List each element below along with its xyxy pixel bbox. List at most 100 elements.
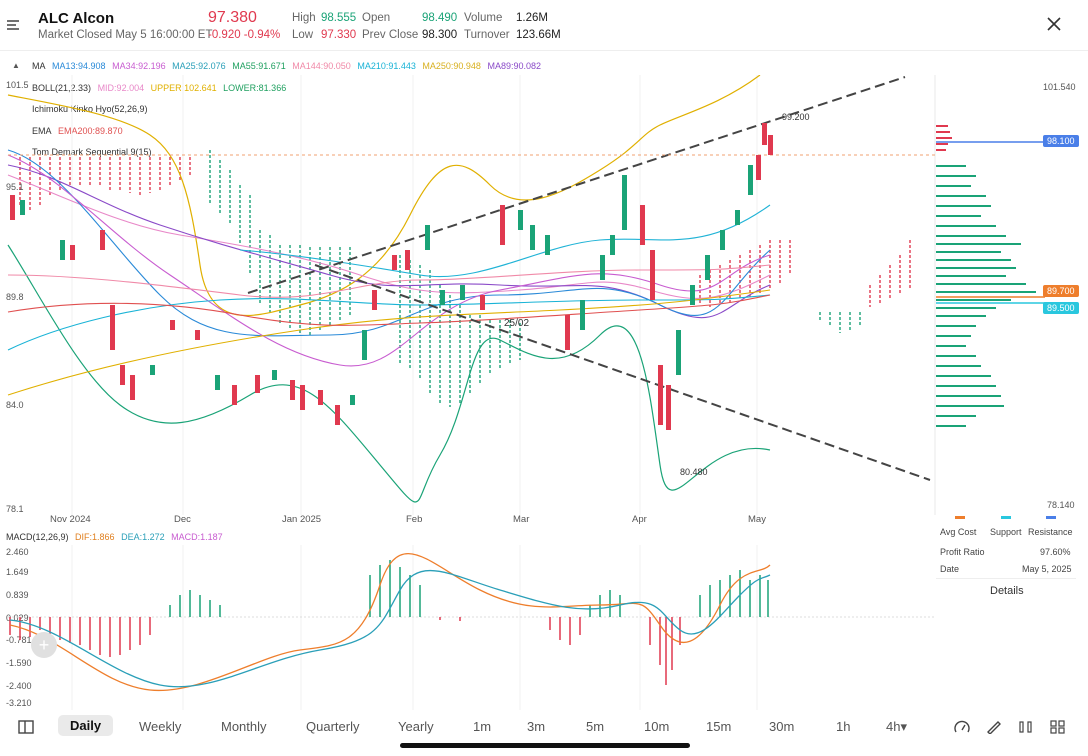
- profit-ratio-value: 97.60%: [1040, 547, 1071, 557]
- layout-icon[interactable]: [18, 720, 34, 739]
- macd-tick: 2.460: [6, 547, 29, 557]
- close-icon[interactable]: [1046, 16, 1062, 32]
- tab-5m[interactable]: 5m: [586, 719, 605, 734]
- ma-line-7: [239, 204, 771, 278]
- ma-line-5: [7, 289, 771, 396]
- legend-avg-cost: Avg Cost: [940, 527, 977, 537]
- y-axis-bottom: 78.140: [1047, 500, 1075, 510]
- last-price: 97.380: [208, 9, 257, 26]
- tab-1h[interactable]: 1h: [836, 719, 851, 734]
- tab-4h[interactable]: 4h▾: [886, 719, 907, 734]
- draw-icon[interactable]: [986, 720, 1002, 739]
- boll-mid: [7, 174, 771, 299]
- x-label: May: [748, 514, 766, 525]
- symbol-name: ALC Alcon: [38, 10, 115, 27]
- prev-close-label: Prev Close: [362, 29, 419, 41]
- open-label: Open: [362, 12, 391, 24]
- ema-line: [7, 294, 771, 326]
- boll-legend[interactable]: BOLL(21,2.33) MID:92.004 UPPER:102.641 L…: [32, 83, 287, 93]
- high-annotation: 99.200: [782, 112, 810, 122]
- x-label: Apr: [632, 514, 647, 525]
- macd-histogram-green: [169, 560, 769, 617]
- low-label: Low: [292, 29, 314, 41]
- prev-close-value: 98.300: [422, 29, 458, 41]
- tab-10m[interactable]: 10m: [644, 719, 670, 734]
- header-divider: [0, 50, 1088, 51]
- y-left-5: 78.1: [6, 504, 24, 514]
- price-chart[interactable]: [0, 75, 1088, 515]
- volume-value: 1.26M: [516, 12, 548, 24]
- tab-quarterly[interactable]: Quarterly: [306, 719, 360, 734]
- macd-tick: -2.400: [6, 681, 32, 691]
- boll-lower: [7, 244, 771, 503]
- turnover-value: 123.66M: [516, 29, 561, 41]
- tab-15m[interactable]: 15m: [706, 719, 732, 734]
- trend-line-lower: [314, 264, 931, 481]
- macd-tick: 0.839: [6, 590, 29, 600]
- y-axis-top: 101.540: [1043, 82, 1076, 92]
- y-left-3: 89.8: [6, 292, 24, 302]
- x-label: Feb: [406, 514, 423, 525]
- macd-tick: 0.029: [6, 613, 29, 623]
- ma-line-2: [7, 149, 771, 337]
- y-left-1: 101.5: [6, 80, 29, 90]
- tab-yearly[interactable]: Yearly: [398, 719, 434, 734]
- tab-30m[interactable]: 30m: [769, 719, 795, 734]
- ichimoku-legend[interactable]: Ichimoku Kinko Hyo(52,26,9): [32, 104, 148, 114]
- home-indicator: [400, 743, 690, 748]
- x-label: Nov 2024: [50, 514, 91, 525]
- indicator-settings-icon[interactable]: [1018, 720, 1034, 739]
- timeframe-tabs: Daily Weekly Monthly Quarterly Yearly 1m…: [0, 712, 1088, 742]
- volume-profile: [936, 165, 1036, 427]
- tab-weekly[interactable]: Weekly: [139, 719, 182, 734]
- tab-1m[interactable]: 1m: [473, 719, 492, 734]
- x-label: Dec: [174, 514, 191, 525]
- high-value: 98.555: [321, 12, 357, 24]
- add-indicator-button[interactable]: +: [31, 632, 57, 658]
- macd-tick: -1.590: [6, 658, 32, 668]
- tab-3m[interactable]: 3m: [527, 719, 546, 734]
- collapse-icon[interactable]: ▲: [12, 61, 20, 70]
- menu-icon[interactable]: [6, 18, 20, 32]
- low-value: 97.330: [321, 29, 357, 41]
- volume-label: Volume: [464, 12, 503, 24]
- y-left-2: 95.1: [6, 182, 24, 192]
- open-value: 98.490: [422, 12, 458, 24]
- quote-header: ALC Alcon 97.380 Market Closed May 5 16:…: [0, 0, 1088, 50]
- legend-resistance: Resistance: [1028, 527, 1073, 537]
- ma-legend[interactable]: MA MA13:94.908 MA34:92.196 MA25:92.076 M…: [32, 61, 541, 71]
- boll-upper: [7, 75, 761, 317]
- avg-cost-tag: 89.700: [1043, 285, 1079, 297]
- market-status: Market Closed May 5 16:00:00 ET: [38, 29, 213, 41]
- resistance-swatch: [1046, 516, 1056, 519]
- tab-daily[interactable]: Daily: [58, 715, 114, 736]
- macd-tick: -3.210: [6, 698, 32, 708]
- macd-dea-line: [9, 569, 771, 688]
- turnover-label: Turnover: [464, 29, 510, 41]
- ma-line-4: [7, 294, 771, 351]
- ema-legend[interactable]: EMA EMA200:89.870: [32, 126, 123, 136]
- ma-line-3: [7, 154, 771, 367]
- macd-chart[interactable]: [0, 545, 935, 710]
- high-label: High: [292, 12, 316, 24]
- support-swatch: [1001, 516, 1011, 519]
- date-value: May 5, 2025: [1022, 564, 1072, 574]
- tab-monthly[interactable]: Monthly: [221, 719, 267, 734]
- macd-legend[interactable]: MACD(12,26,9) DIF:1.866 DEA:1.272 MACD:1…: [6, 532, 223, 542]
- grid-icon[interactable]: [1050, 720, 1066, 739]
- speed-icon[interactable]: [954, 720, 970, 739]
- volume-profile-red: [936, 125, 952, 151]
- support-tag: 89.500: [1043, 302, 1079, 314]
- current-price-tag: 98.100: [1043, 135, 1079, 147]
- macd-histogram-red: [9, 617, 681, 685]
- profit-ratio-label: Profit Ratio: [940, 547, 985, 557]
- macd-tick: -0.781: [6, 635, 32, 645]
- td-legend[interactable]: Tom Demark Sequential 9(15): [32, 147, 152, 157]
- x-label: Jan 2025: [282, 514, 322, 525]
- details-button[interactable]: Details: [990, 585, 1024, 597]
- low-annotation: 80.480: [680, 467, 708, 477]
- macd-dif-line: [9, 553, 771, 692]
- x-label: Mar: [513, 514, 530, 525]
- ma-line-6: [7, 264, 771, 298]
- date-label: Date: [940, 564, 960, 574]
